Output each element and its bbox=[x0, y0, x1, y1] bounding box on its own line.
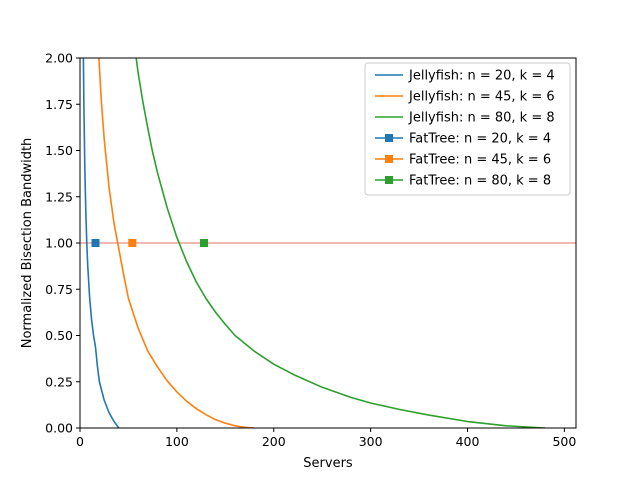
x-tick-label: 300 bbox=[359, 434, 383, 449]
y-tick-label: 1.25 bbox=[45, 189, 73, 204]
legend-entry-3: FatTree: n = 20, k = 4 bbox=[409, 132, 551, 147]
data-point-3-0 bbox=[91, 239, 100, 247]
legend-marker-4 bbox=[385, 155, 393, 163]
y-tick-label: 1.75 bbox=[45, 97, 73, 112]
legend-entry-0: Jellyfish: n = 20, k = 4 bbox=[408, 69, 555, 84]
x-tick-label: 200 bbox=[262, 434, 286, 449]
legend-marker-5 bbox=[385, 176, 393, 184]
series-line-1 bbox=[98, 58, 255, 428]
legend-marker-3 bbox=[385, 134, 393, 142]
y-tick-label: 1.00 bbox=[45, 236, 73, 251]
x-tick-label: 500 bbox=[552, 434, 576, 449]
series-line-0 bbox=[82, 58, 120, 428]
x-tick-label: 100 bbox=[165, 434, 189, 449]
y-tick-label: 1.50 bbox=[45, 143, 73, 158]
y-tick-label: 0.75 bbox=[45, 282, 73, 297]
legend-entry-5: FatTree: n = 80, k = 8 bbox=[409, 174, 551, 189]
y-tick-label: 2.00 bbox=[45, 51, 73, 66]
x-tick-label: 0 bbox=[76, 434, 84, 449]
data-point-5-0 bbox=[200, 239, 208, 247]
y-tick-label: 0.00 bbox=[45, 421, 73, 436]
legend: Jellyfish: n = 20, k = 4 Jellyfish: n = 4… bbox=[364, 62, 571, 196]
legend-entry-2: Jellyfish: n = 80, k = 8 bbox=[408, 111, 555, 126]
legend-box bbox=[364, 62, 571, 196]
x-axis-label: Servers bbox=[303, 456, 353, 471]
y-axis-label: Normalized Bisection Bandwidth bbox=[20, 138, 35, 349]
x-tick-label: 400 bbox=[456, 434, 480, 449]
data-point-4-0 bbox=[128, 239, 137, 247]
y-tick-label: 0.50 bbox=[45, 328, 73, 343]
series-line-2 bbox=[135, 58, 546, 428]
legend-entry-4: FatTree: n = 45, k = 6 bbox=[409, 153, 551, 168]
legend-entry-1: Jellyfish: n = 45, k = 6 bbox=[408, 90, 555, 105]
y-tick-label: 0.25 bbox=[45, 374, 73, 389]
